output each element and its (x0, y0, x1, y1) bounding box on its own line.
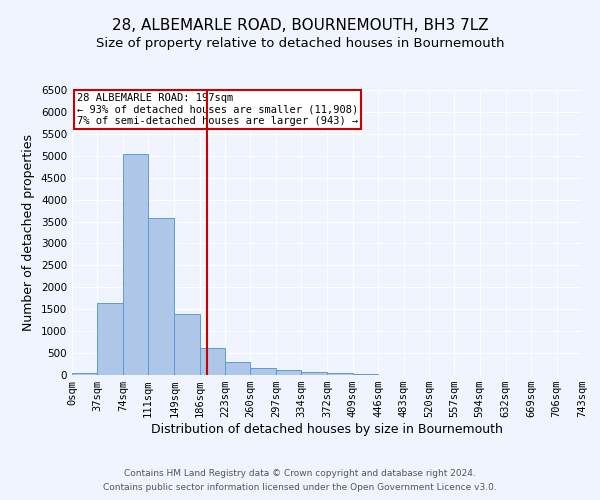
Bar (353, 374, 378, 375)
Y-axis label: Number of detached properties: Number of detached properties (22, 134, 35, 331)
Text: Size of property relative to detached houses in Bournemouth: Size of property relative to detached ho… (96, 38, 504, 51)
Bar (97, 302, 123, 375)
Bar (328, 373, 353, 375)
Bar (301, 372, 328, 375)
Bar (250, 368, 276, 375)
Text: 28, ALBEMARLE ROAD, BOURNEMOUTH, BH3 7LZ: 28, ALBEMARLE ROAD, BOURNEMOUTH, BH3 7LZ (112, 18, 488, 32)
Bar (123, 154, 148, 375)
Bar (174, 314, 200, 375)
Text: 28 ALBEMARLE ROAD: 197sqm
← 93% of detached houses are smaller (11,908)
7% of se: 28 ALBEMARLE ROAD: 197sqm ← 93% of detac… (77, 93, 358, 126)
Text: Contains HM Land Registry data © Crown copyright and database right 2024.: Contains HM Land Registry data © Crown c… (124, 468, 476, 477)
Text: Contains public sector information licensed under the Open Government Licence v3: Contains public sector information licen… (103, 484, 497, 492)
Bar (225, 362, 250, 375)
Bar (276, 370, 301, 375)
Bar (148, 218, 174, 375)
Bar (72, 373, 97, 375)
Bar (200, 348, 225, 375)
X-axis label: Distribution of detached houses by size in Bournemouth: Distribution of detached houses by size … (151, 423, 503, 436)
